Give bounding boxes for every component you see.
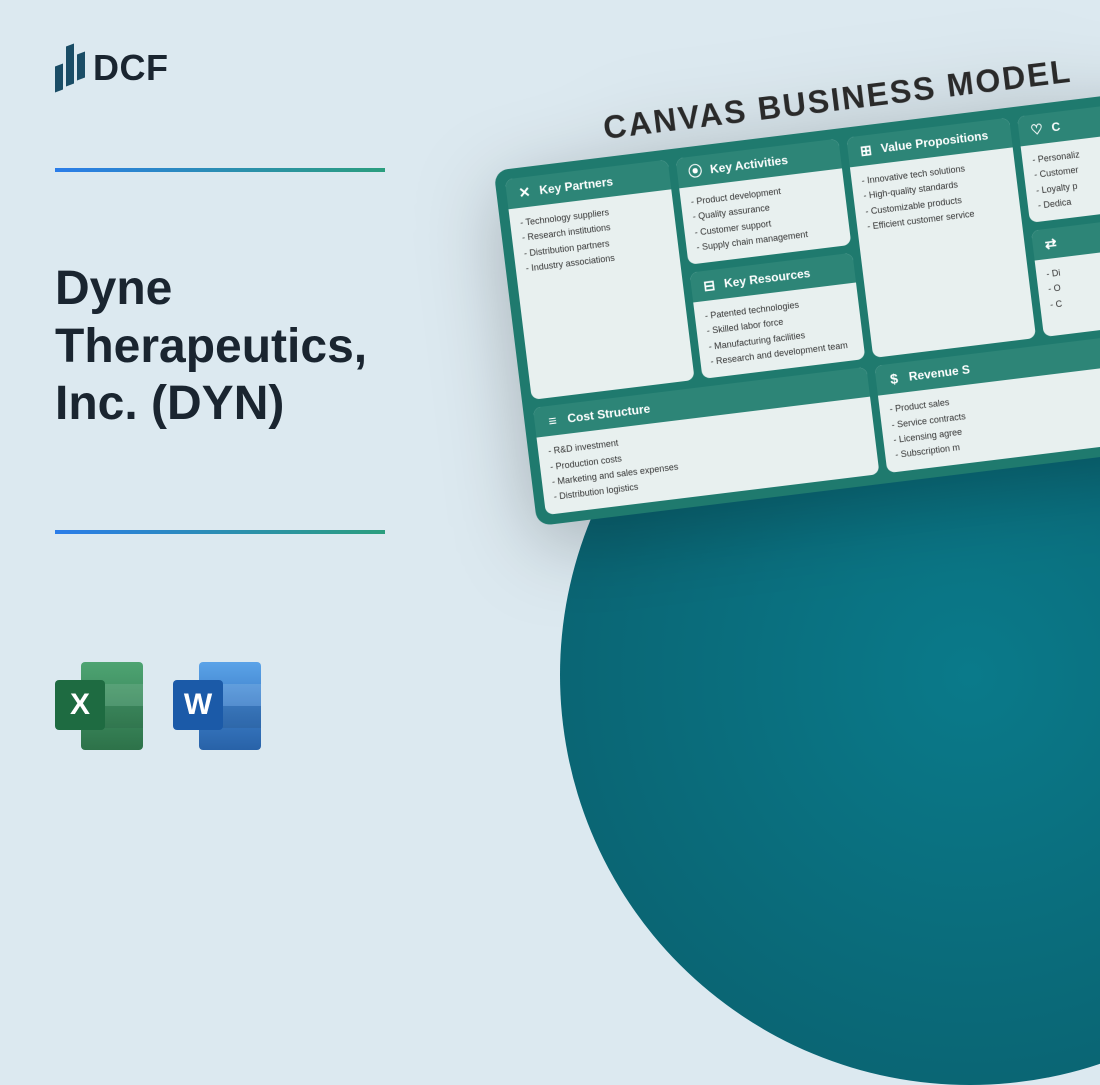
money-icon: $ xyxy=(885,370,903,388)
card-value-propositions: ⊞Value Propositions Innovative tech solu… xyxy=(846,118,1036,359)
logo-bars-icon xyxy=(55,45,85,91)
canvas-board: ✕Key Partners Technology suppliersResear… xyxy=(494,86,1100,526)
channels-icon: ⇄ xyxy=(1042,235,1060,253)
card-label: Cost Structure xyxy=(567,402,651,426)
page-title: Dyne Therapeutics, Inc. (DYN) xyxy=(55,260,435,433)
card-label: Key Partners xyxy=(539,174,614,197)
card-key-partners: ✕Key Partners Technology suppliersResear… xyxy=(505,160,695,401)
card-label: Key Resources xyxy=(723,266,811,290)
excel-icon[interactable]: X xyxy=(55,662,143,750)
file-icons-group: X W xyxy=(55,662,261,750)
logo-text: DCF xyxy=(93,47,169,89)
divider-bottom xyxy=(55,530,385,534)
link-icon: ✕ xyxy=(516,183,534,201)
divider-top xyxy=(55,168,385,172)
sliders-icon: ≡ xyxy=(544,412,562,430)
dcf-logo: DCF xyxy=(55,45,169,91)
card-key-activities: ⦿Key Activities Product developmentQuali… xyxy=(676,139,852,265)
card-channels: ⇄ DiOC xyxy=(1031,211,1100,337)
heart-icon: ♡ xyxy=(1028,120,1046,138)
excel-badge-letter: X xyxy=(55,680,105,730)
word-badge-letter: W xyxy=(173,680,223,730)
word-icon[interactable]: W xyxy=(173,662,261,750)
card-label: Key Activities xyxy=(709,153,788,176)
card-key-resources: ⊟Key Resources Patented technologiesSkil… xyxy=(690,253,866,379)
canvas-model: CANVAS BUSINESS MODEL ✕Key Partners Tech… xyxy=(488,39,1100,526)
gift-icon: ⊞ xyxy=(857,141,875,159)
card-label: Revenue S xyxy=(908,363,971,384)
database-icon: ⊟ xyxy=(700,277,718,295)
card-label: C xyxy=(1051,119,1061,134)
activity-icon: ⦿ xyxy=(686,162,704,180)
card-customer-relationships: ♡C PersonalizCustomerLoyalty pDedica xyxy=(1017,97,1100,223)
